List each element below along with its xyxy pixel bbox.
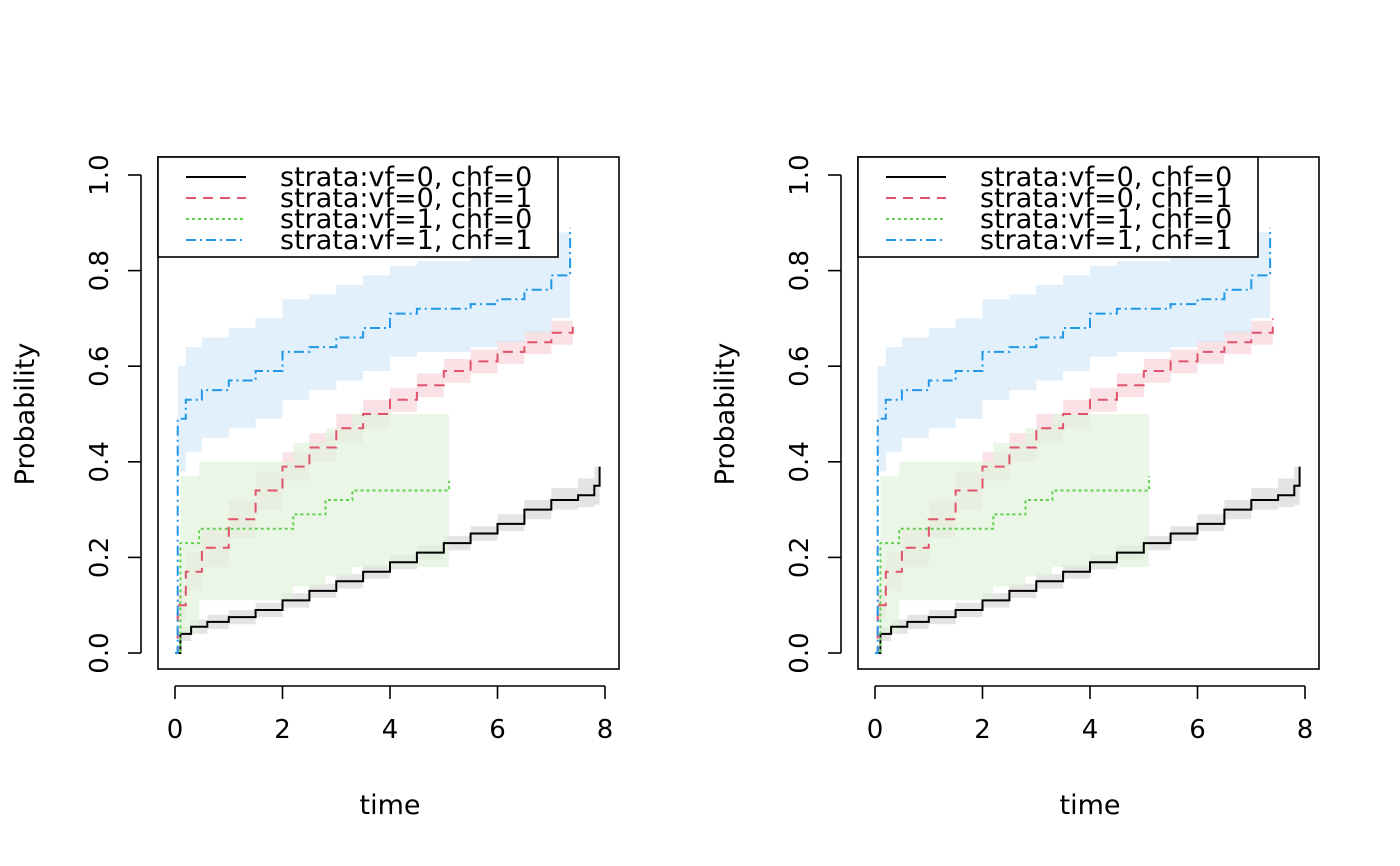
legend-label-3: strata:vf=1, chf=0 — [280, 204, 532, 235]
legend-label-4: strata:vf=1, chf=1 — [280, 225, 532, 256]
y-tick-label: 0.6 — [85, 346, 115, 387]
y-tick-label: 0.2 — [85, 537, 115, 578]
legend-label-2: strata:vf=0, chf=1 — [980, 183, 1232, 214]
confidence-band-2 — [875, 311, 1273, 653]
x-axis-title: time — [359, 790, 420, 821]
legend-label-3: strata:vf=1, chf=0 — [980, 204, 1232, 235]
series-line-1 — [175, 466, 601, 654]
series-line-4 — [875, 227, 1272, 654]
series-line-2 — [875, 318, 1274, 654]
y-tick-label: 1.0 — [85, 154, 115, 195]
x-tick-label: 0 — [867, 715, 884, 745]
confidence-band-1 — [175, 452, 600, 653]
x-tick-label: 6 — [1189, 715, 1206, 745]
x-tick-label: 6 — [489, 715, 506, 745]
series-line-1 — [875, 466, 1301, 654]
y-tick-label: 0.8 — [85, 250, 115, 291]
confidence-band-4 — [175, 198, 571, 653]
confidence-band-3 — [175, 414, 450, 653]
legend-label-2: strata:vf=0, chf=1 — [280, 183, 532, 214]
legend-box — [157, 156, 559, 258]
y-axis-title: Probability — [10, 343, 41, 486]
confidence-band-4 — [875, 198, 1271, 653]
chart-panel-right: 0 2 4 6 8 time 0.0 0.2 0.4 0.6 0.8 1.0 Probability st… — [710, 154, 1320, 821]
y-tick-label: 1.0 — [785, 154, 815, 195]
x-axis-title: time — [1059, 790, 1120, 821]
x-tick-label: 0 — [167, 715, 184, 745]
legend-label-1: strata:vf=0, chf=0 — [980, 162, 1232, 193]
y-tick-label: 0.0 — [85, 632, 115, 673]
y-tick-label: 0.4 — [785, 441, 815, 482]
x-tick-label: 2 — [974, 715, 991, 745]
x-tick-label: 4 — [382, 715, 399, 745]
x-tick-label: 8 — [1297, 715, 1314, 745]
x-tick-label: 4 — [1082, 715, 1099, 745]
y-tick-label: 0.2 — [785, 537, 815, 578]
legend-label-4: strata:vf=1, chf=1 — [980, 225, 1232, 256]
x-tick-label: 8 — [597, 715, 614, 745]
y-tick-label: 0.6 — [785, 346, 815, 387]
series-line-3 — [175, 480, 451, 654]
confidence-band-3 — [875, 414, 1150, 653]
chart-panel-left: 0 2 4 6 8 time 0.0 0.2 0.4 0.6 0.8 1.0 Probability st… — [10, 154, 620, 821]
y-tick-label: 0.4 — [85, 441, 115, 482]
y-tick-label: 0.0 — [785, 632, 815, 673]
y-tick-label: 0.8 — [785, 250, 815, 291]
x-tick-label: 2 — [274, 715, 291, 745]
legend-box — [857, 156, 1259, 258]
series-line-4 — [175, 227, 572, 654]
confidence-band-1 — [875, 452, 1300, 653]
confidence-band-2 — [175, 311, 573, 653]
y-axis-title: Probability — [710, 343, 741, 486]
series-line-2 — [175, 323, 574, 654]
series-line-3 — [875, 476, 1151, 654]
legend-label-1: strata:vf=0, chf=0 — [280, 162, 532, 193]
